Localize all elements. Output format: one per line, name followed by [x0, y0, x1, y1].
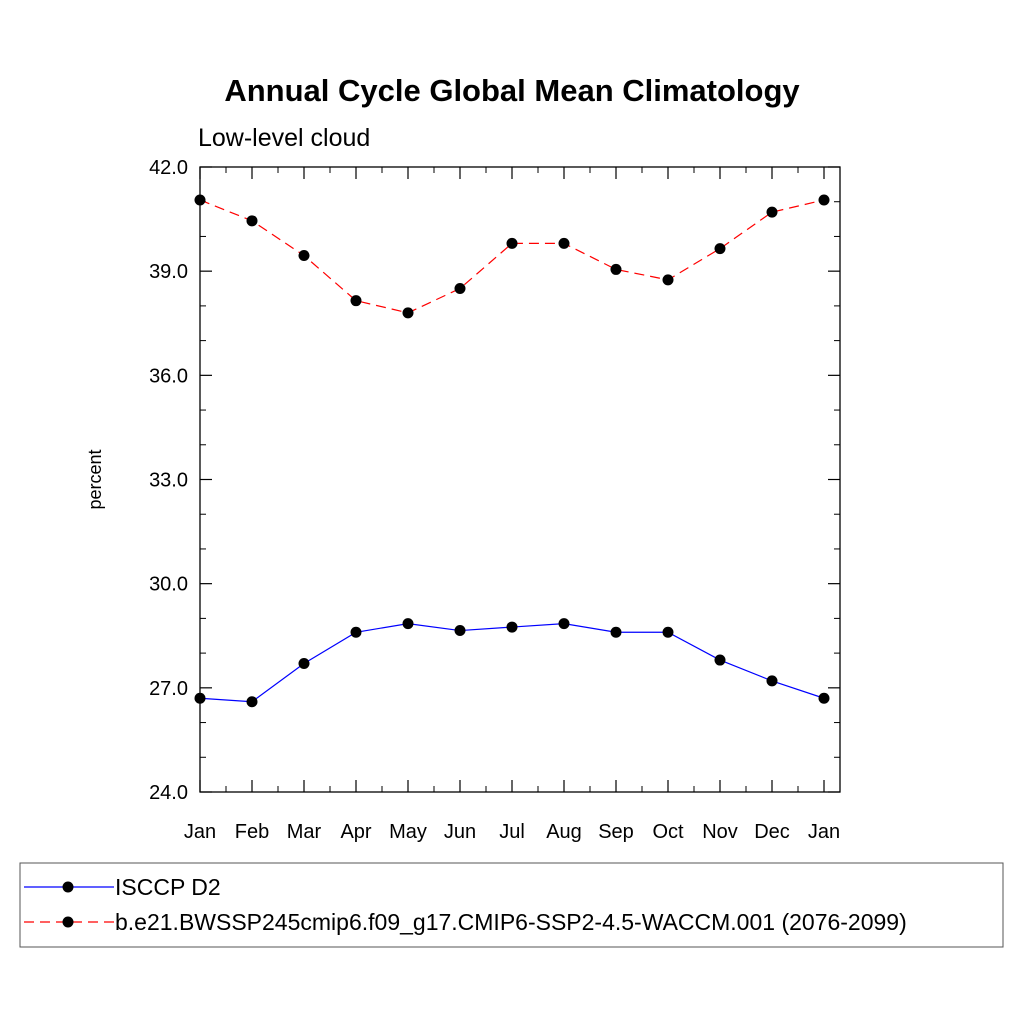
y-tick-label: 39.0 [149, 261, 188, 283]
x-tick-label: Apr [340, 821, 371, 843]
series-1-point [610, 626, 622, 638]
series-2-point [662, 274, 674, 286]
series-2-point [818, 194, 830, 206]
series-2-point [506, 237, 518, 249]
series-1-point [766, 675, 778, 687]
series-2-point [610, 263, 622, 275]
x-tick-label: Sep [598, 821, 634, 843]
series-1-point [662, 626, 674, 638]
x-tick-label: Jan [184, 821, 216, 843]
legend: ISCCP D2 b.e21.BWSSP245cmip6.f09_g17.CMIP… [19, 862, 1004, 948]
series-1-point [194, 692, 206, 704]
y-axis-label: percent [85, 449, 105, 509]
series-1-point [454, 625, 466, 637]
y-tick-label: 42.0 [149, 157, 188, 179]
series-1-point [350, 626, 362, 638]
series-2-point [194, 194, 206, 206]
series-1-point [506, 621, 518, 633]
series-2-point [350, 295, 362, 307]
legend-marker-1 [62, 881, 74, 893]
x-tick-label: Jun [444, 821, 476, 843]
series-1-point [298, 658, 310, 670]
series-1-point [402, 618, 414, 630]
series-2-point [558, 237, 570, 249]
chart-subtitle: Low-level cloud [198, 124, 370, 152]
chart-title: Annual Cycle Global Mean Climatology [224, 73, 800, 108]
x-tick-label: Mar [287, 821, 322, 843]
x-tick-label: Jan [808, 821, 840, 843]
series-1-point [714, 654, 726, 666]
series-1-point [558, 618, 570, 630]
y-tick-label: 33.0 [149, 470, 188, 492]
y-tick-label: 30.0 [149, 574, 188, 596]
legend-label-1: ISCCP D2 [115, 874, 221, 900]
series-1-point [818, 692, 830, 704]
series-1-point [246, 696, 258, 708]
x-tick-label: Feb [235, 821, 269, 843]
plot-area: 24.0 27.0 30.0 33.0 36.0 39.0 42.0 Jan Feb Mar Apr… [149, 157, 841, 843]
x-tick-label: Dec [754, 821, 790, 843]
series-line-2 [199, 199, 825, 314]
x-tick-label: Nov [702, 821, 738, 843]
x-tick-label: May [389, 821, 427, 843]
y-tick-label: 24.0 [149, 782, 188, 804]
series-2-point [298, 250, 310, 262]
series-2-point [246, 215, 258, 227]
x-tick-label: Oct [652, 821, 684, 843]
legend-box [19, 862, 1004, 948]
series-2-point [714, 243, 726, 255]
legend-marker-2 [62, 916, 74, 928]
x-tick-label: Jul [499, 821, 525, 843]
series-line-1 [199, 622, 825, 703]
legend-label-2: b.e21.BWSSP245cmip6.f09_g17.CMIP6-SSP2-4… [115, 909, 907, 935]
series-2-point [454, 283, 466, 295]
plot-frame [199, 166, 841, 793]
y-tick-label: 36.0 [149, 365, 188, 387]
series-2-point [402, 307, 414, 319]
x-tick-label: Aug [546, 821, 582, 843]
series-2-point [766, 206, 778, 218]
y-tick-label: 27.0 [149, 678, 188, 700]
